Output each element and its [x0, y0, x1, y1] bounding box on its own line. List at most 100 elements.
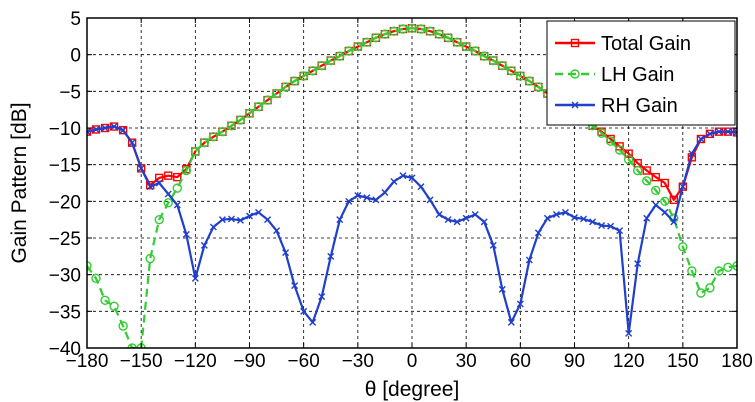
legend-label: RH Gain	[601, 95, 678, 117]
data-point	[489, 241, 497, 249]
data-point	[307, 66, 318, 76]
data-point	[497, 60, 507, 71]
data-point	[688, 150, 696, 158]
data-point	[235, 115, 246, 125]
data-point	[687, 266, 697, 276]
data-point	[309, 318, 317, 326]
data-point	[164, 190, 172, 198]
data-point	[506, 66, 517, 76]
data-point	[227, 215, 235, 223]
legend: Total Gain LH Gain RH Gain	[546, 20, 736, 126]
data-point	[498, 285, 506, 293]
y-tick-label: −15	[49, 156, 81, 177]
data-point	[353, 41, 363, 52]
legend-marker	[570, 69, 580, 79]
x-tick-label: 30	[456, 351, 477, 372]
data-point	[533, 82, 544, 92]
data-point	[118, 321, 128, 331]
data-point	[87, 261, 92, 271]
data-point	[732, 261, 737, 271]
data-point	[380, 29, 390, 39]
legend-item: Total Gain	[555, 33, 691, 55]
data-point	[255, 208, 263, 216]
y-tick-label: −20	[49, 192, 81, 213]
data-point	[660, 196, 670, 207]
data-point	[280, 82, 291, 92]
data-point	[534, 229, 542, 237]
data-point	[470, 46, 480, 56]
data-point	[327, 252, 335, 260]
data-point	[706, 130, 714, 138]
data-point	[652, 201, 660, 209]
y-tick-label: −40	[49, 339, 81, 360]
data-point	[199, 137, 210, 148]
data-point	[507, 318, 515, 326]
data-point	[543, 214, 551, 222]
data-point	[390, 178, 398, 186]
data-point	[724, 128, 732, 136]
data-point	[571, 213, 578, 221]
legend-marker	[571, 101, 579, 109]
data-point	[625, 329, 633, 337]
data-point	[300, 307, 308, 315]
data-point	[480, 218, 488, 226]
data-point	[326, 55, 336, 66]
data-point	[444, 216, 452, 224]
data-point	[624, 149, 633, 158]
data-point	[137, 164, 145, 172]
x-tick-label: −30	[342, 351, 374, 372]
data-point	[661, 208, 669, 216]
data-point	[596, 128, 607, 138]
data-point	[155, 173, 164, 183]
data-point	[714, 266, 724, 276]
data-point	[669, 195, 679, 205]
x-tick-label: −90	[233, 351, 265, 372]
legend-label: LH Gain	[601, 64, 674, 86]
data-point	[723, 262, 733, 273]
data-point	[226, 121, 237, 131]
data-point	[172, 183, 182, 193]
data-point	[110, 123, 118, 131]
data-point	[525, 256, 533, 264]
y-tick-label: −30	[49, 266, 81, 287]
data-point	[336, 216, 344, 224]
data-point	[344, 46, 354, 56]
data-point	[182, 230, 190, 238]
data-point	[398, 24, 408, 34]
data-point	[598, 222, 606, 230]
x-tick-label: −60	[288, 351, 320, 372]
data-point	[181, 165, 192, 176]
data-point	[244, 108, 255, 119]
data-point	[453, 218, 461, 226]
data-point	[632, 165, 643, 176]
x-tick-label: 180	[721, 351, 753, 372]
data-point	[190, 146, 201, 157]
data-point	[552, 211, 560, 219]
data-point	[580, 215, 588, 223]
data-point	[651, 185, 661, 196]
data-point	[435, 211, 443, 219]
data-point	[271, 88, 282, 99]
data-point	[109, 301, 119, 311]
data-point	[715, 128, 723, 136]
x-tick-label: −180	[66, 351, 109, 372]
ticks: −180 −150 −120 −90 −60 −30 0 30 60 90 120 150 180 5 0 −…	[49, 9, 753, 372]
data-point	[660, 178, 669, 188]
data-point	[92, 125, 100, 133]
y-axis-label: Gain Pattern [dB]	[8, 102, 31, 263]
data-point	[154, 214, 164, 225]
data-point	[607, 222, 615, 230]
data-point	[208, 132, 219, 142]
y-tick-label: −25	[49, 229, 81, 250]
data-point	[146, 183, 154, 191]
data-point	[218, 216, 226, 224]
data-point	[696, 288, 706, 298]
data-point	[634, 260, 642, 268]
y-tick-label: 0	[70, 46, 81, 67]
data-point	[697, 135, 705, 143]
data-point	[426, 196, 434, 204]
data-point	[264, 216, 272, 224]
data-point	[561, 208, 569, 216]
series-rh-gain	[87, 123, 737, 337]
data-point	[515, 71, 526, 81]
